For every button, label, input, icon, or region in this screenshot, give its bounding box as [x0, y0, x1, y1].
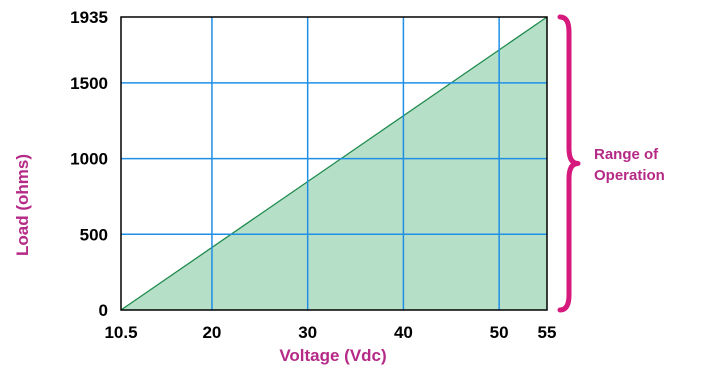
x-tick-label: 50 — [490, 323, 509, 342]
x-tick-label: 30 — [298, 323, 317, 342]
y-tick-label: 1935 — [70, 8, 108, 27]
y-tick-label: 1000 — [70, 150, 108, 169]
x-axis-label: Voltage (Vdc) — [279, 346, 386, 365]
plot-frame — [120, 16, 548, 311]
range-of-operation-label-line-1: Range of — [594, 146, 659, 163]
x-tick-label: 10.5 — [104, 323, 137, 342]
range-brace — [557, 14, 581, 313]
y-tick-label: 500 — [80, 225, 108, 244]
frame-layer — [120, 16, 548, 311]
x-tick-label: 55 — [538, 323, 557, 342]
grid-layer — [121, 17, 547, 310]
area-line-series-0 — [120, 16, 548, 311]
x-tick-label: 40 — [394, 323, 413, 342]
range-of-operation-label-line-2: Operation — [594, 167, 665, 184]
y-tick-label: 0 — [99, 301, 108, 320]
x-tick-label: 20 — [202, 323, 221, 342]
y-tick-label: 1500 — [70, 74, 108, 93]
tick-label-layer: 10.5 20 30 40 50 55 0 500 1000 1500 1935 — [70, 8, 556, 342]
y-axis-label: Load (ohms) — [13, 154, 32, 256]
area-layer — [120, 16, 548, 311]
